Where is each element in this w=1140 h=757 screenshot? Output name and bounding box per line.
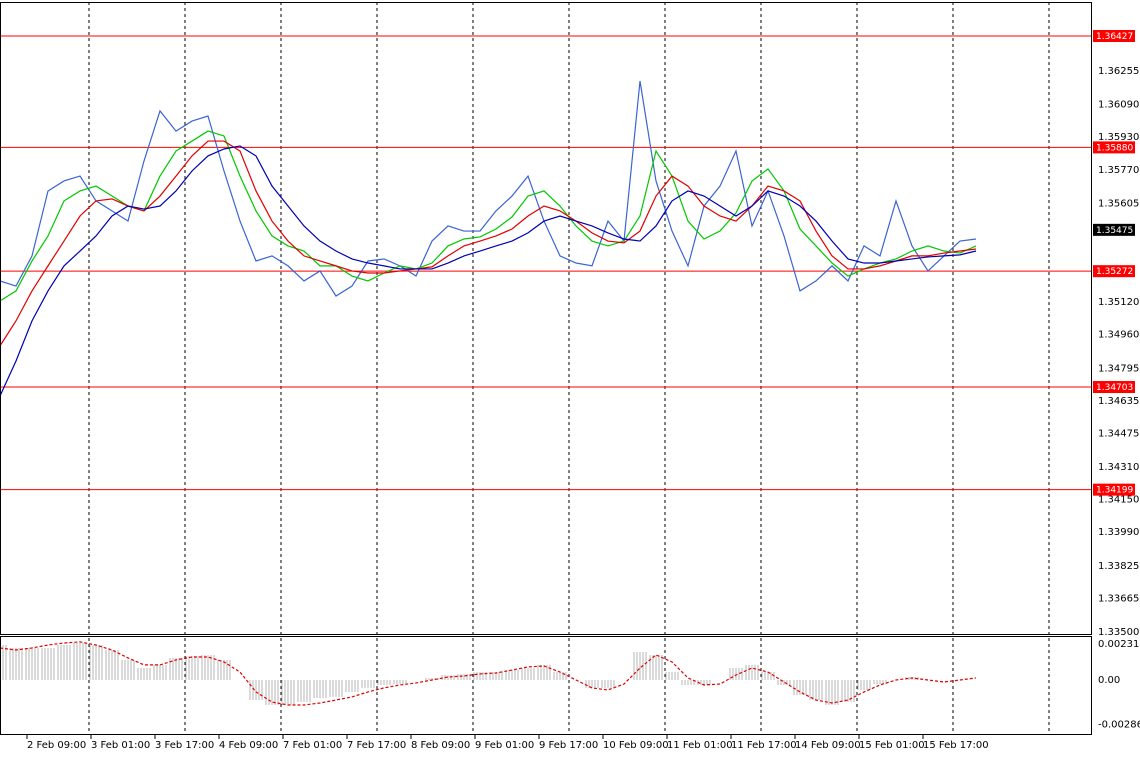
level-label: 1.35272: [1096, 267, 1133, 277]
x-tick-label: 11 Feb 17:00: [731, 740, 797, 751]
series-line: [0, 140, 977, 347]
level-tag: [1093, 483, 1135, 496]
x-tick-label: 10 Feb 09:00: [603, 740, 669, 751]
level-label: 1.34199: [1096, 486, 1133, 496]
x-tick-label: 2 Feb 09:00: [27, 740, 86, 751]
y-tick-label: 1.33990: [1098, 527, 1139, 538]
y-tick-label: 1.34960: [1098, 330, 1139, 341]
current-price-tag: [1093, 223, 1135, 236]
y-tick-label: -0.002862: [1098, 719, 1140, 730]
level-tag: [1093, 381, 1135, 394]
x-tick-label: 7 Feb 01:00: [283, 740, 342, 751]
y-tick-label: 0.002319: [1098, 639, 1140, 650]
y-tick-label: 0.00: [1098, 675, 1120, 686]
series-line: [0, 145, 977, 397]
y-tick-label: 1.33665: [1098, 593, 1139, 604]
marks-layer: [0, 35, 1092, 706]
y-tick-label: 1.33500: [1098, 627, 1139, 638]
y-tick-label: 1.34150: [1098, 495, 1139, 506]
y-tick-label: 1.35605: [1098, 198, 1139, 209]
level-label: 1.35880: [1096, 143, 1133, 153]
x-tick-label: 14 Feb 09:00: [795, 740, 861, 751]
x-tick-label: 4 Feb 09:00: [219, 740, 278, 751]
y-tick-label: 1.35770: [1098, 165, 1139, 176]
series-line: [0, 641, 977, 706]
level-tag: [1093, 30, 1135, 43]
y-tick-label: 1.36090: [1098, 100, 1139, 111]
x-tick-label: 9 Feb 01:00: [475, 740, 534, 751]
y-tick-label: 1.34795: [1098, 363, 1139, 374]
current-price-label: 1.35475: [1096, 226, 1133, 236]
series-line: [0, 130, 977, 302]
y-tick-label: 1.35120: [1098, 297, 1139, 308]
y-tick-label: 1.34635: [1098, 396, 1139, 407]
labels-layer: 1.36255 1.36090 1.35930 1.35770 1.35605 1.351…: [27, 30, 1140, 751]
x-tick-label: 9 Feb 17:00: [539, 740, 598, 751]
x-tick-label: 8 Feb 09:00: [411, 740, 470, 751]
level-tag: [1093, 265, 1135, 278]
x-tick-label: 3 Feb 01:00: [91, 740, 150, 751]
y-tick-label: 1.34475: [1098, 428, 1139, 439]
y-tick-label: 1.36255: [1098, 66, 1139, 77]
grid-layer: [26, 2, 1050, 739]
x-tick-label: 3 Feb 17:00: [155, 740, 214, 751]
level-tag: [1093, 141, 1135, 154]
y-tick-label: 1.35930: [1098, 132, 1139, 143]
x-tick-label: 7 Feb 17:00: [347, 740, 406, 751]
x-tick-label: 11 Feb 01:00: [667, 740, 733, 751]
main-frame: [0, 2, 1092, 635]
level-label: 1.34703: [1096, 383, 1133, 393]
x-tick-label: 15 Feb 01:00: [859, 740, 925, 751]
y-tick-label: 1.33825: [1098, 561, 1139, 572]
series-line: [0, 80, 977, 297]
indicator-frame: [0, 636, 1092, 735]
level-label: 1.36427: [1096, 32, 1133, 42]
x-tick-label: 15 Feb 17:00: [923, 740, 989, 751]
y-tick-label: 1.34310: [1098, 462, 1139, 473]
